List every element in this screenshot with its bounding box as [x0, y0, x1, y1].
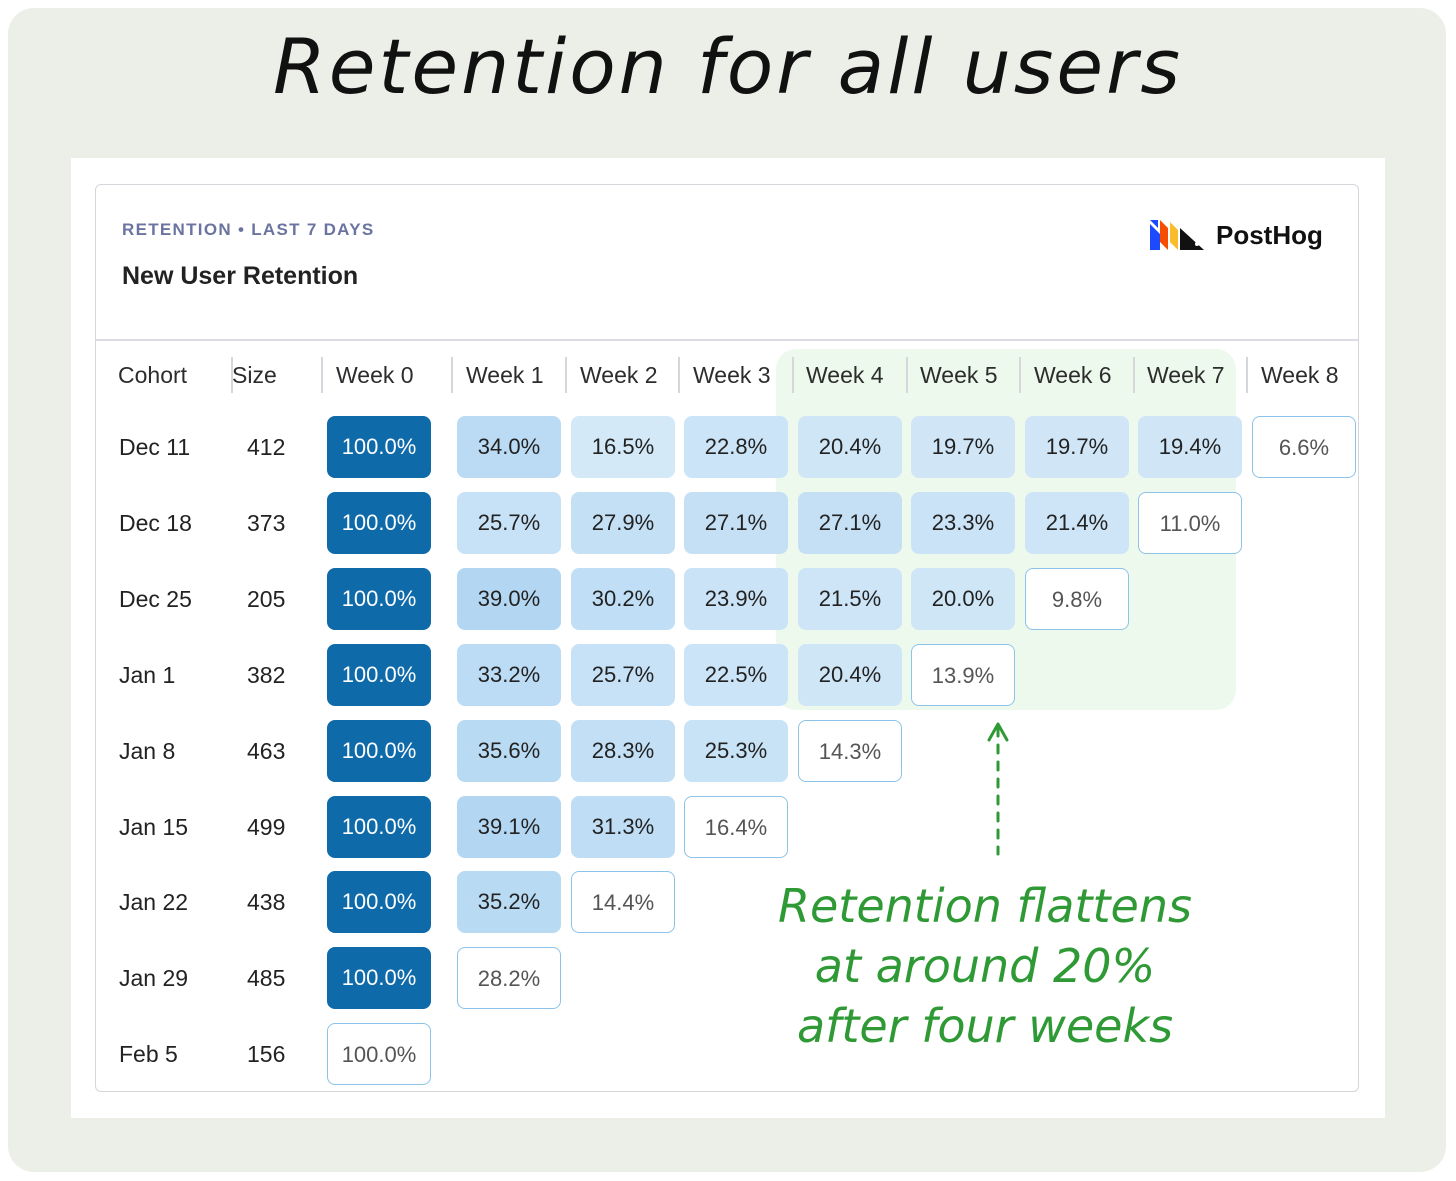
retention-cell: 22.8%	[684, 416, 788, 478]
retention-cell: 35.2%	[457, 871, 561, 933]
posthog-logo-icon	[1150, 220, 1204, 250]
retention-cell: 100.0%	[327, 492, 431, 554]
retention-cell: 19.7%	[911, 416, 1015, 478]
retention-cell: 100.0%	[327, 947, 431, 1009]
cohort-size: 438	[247, 889, 286, 915]
retention-cell: 39.0%	[457, 568, 561, 630]
cohort-size: 412	[247, 434, 286, 460]
retention-cell: 100.0%	[327, 1023, 431, 1085]
retention-cell: 27.1%	[684, 492, 788, 554]
cohort-label: Jan 15	[119, 814, 189, 840]
card-subtitle: RETENTION • LAST 7 DAYS	[122, 220, 375, 239]
cohort-size: 382	[247, 662, 286, 688]
cohort-label: Jan 8	[119, 738, 176, 764]
retention-cell: 9.8%	[1025, 568, 1129, 630]
header-divider	[96, 339, 1358, 341]
column-separator	[231, 357, 233, 393]
column-separator	[792, 357, 794, 393]
column-header: Week 2	[580, 362, 658, 388]
retention-cell: 19.4%	[1138, 416, 1242, 478]
retention-cell: 100.0%	[327, 416, 431, 478]
retention-cell: 13.9%	[911, 644, 1015, 706]
retention-cell: 35.6%	[457, 720, 561, 782]
retention-cell: 19.7%	[1025, 416, 1129, 478]
retention-cell: 30.2%	[571, 568, 675, 630]
retention-cell: 16.4%	[684, 796, 788, 858]
column-header: Cohort	[118, 362, 188, 388]
retention-cell: 14.4%	[571, 871, 675, 933]
annotation-line: after four weeks	[796, 999, 1174, 1053]
cohort-label: Jan 29	[119, 965, 189, 991]
retention-cell: 28.2%	[457, 947, 561, 1009]
annotation-text: Retention flattens at around 20% after f…	[740, 876, 1230, 1056]
retention-cell: 100.0%	[327, 644, 431, 706]
column-separator	[678, 357, 680, 393]
retention-cell: 20.0%	[911, 568, 1015, 630]
retention-cell: 27.9%	[571, 492, 675, 554]
cohort-label: Jan 1	[119, 662, 176, 688]
retention-cell: 39.1%	[457, 796, 561, 858]
cohort-size: 499	[247, 814, 286, 840]
column-separator	[906, 357, 908, 393]
retention-cell: 23.3%	[911, 492, 1015, 554]
retention-cell: 27.1%	[798, 492, 902, 554]
retention-cell: 33.2%	[457, 644, 561, 706]
retention-cell: 22.5%	[684, 644, 788, 706]
column-header: Week 8	[1261, 362, 1339, 388]
cohort-label: Dec 11	[119, 434, 191, 460]
retention-cell: 25.3%	[684, 720, 788, 782]
cohort-label: Dec 25	[119, 586, 192, 612]
retention-cell: 16.5%	[571, 416, 675, 478]
column-separator	[321, 357, 323, 393]
column-header: Week 1	[466, 362, 544, 388]
column-header: Size	[232, 362, 277, 388]
column-separator	[1133, 357, 1135, 393]
cohort-size: 485	[247, 965, 286, 991]
cohort-size: 463	[247, 738, 286, 764]
cohort-size: 205	[247, 586, 286, 612]
retention-cell: 14.3%	[798, 720, 902, 782]
retention-cell: 11.0%	[1138, 492, 1242, 554]
annotation-arrow-icon	[987, 722, 1009, 856]
retention-cell: 25.7%	[457, 492, 561, 554]
retention-cell: 34.0%	[457, 416, 561, 478]
brand-logo: PostHog	[1150, 218, 1323, 252]
annotation-line: at around 20%	[814, 939, 1156, 993]
cohort-label: Jan 22	[119, 889, 189, 915]
column-separator	[565, 357, 567, 393]
brand-name: PostHog	[1216, 219, 1323, 250]
column-separator	[451, 357, 453, 393]
retention-card	[95, 184, 1359, 1092]
retention-cell: 21.4%	[1025, 492, 1129, 554]
retention-cell: 20.4%	[798, 416, 902, 478]
column-header: Week 0	[336, 362, 414, 388]
card-title: New User Retention	[122, 262, 359, 290]
retention-cell: 21.5%	[798, 568, 902, 630]
page-title: Retention for all users	[272, 22, 1183, 111]
column-separator	[1019, 357, 1021, 393]
annotation-line: Retention flattens	[778, 879, 1192, 933]
retention-cell: 25.7%	[571, 644, 675, 706]
retention-cell: 28.3%	[571, 720, 675, 782]
column-header: Week 3	[693, 362, 771, 388]
retention-cell: 6.6%	[1252, 416, 1356, 478]
retention-cell: 100.0%	[327, 871, 431, 933]
retention-cell: 100.0%	[327, 720, 431, 782]
column-header: Week 7	[1147, 362, 1225, 388]
retention-cell: 100.0%	[327, 568, 431, 630]
column-header: Week 4	[806, 362, 884, 388]
retention-cell: 31.3%	[571, 796, 675, 858]
column-header: Week 5	[920, 362, 998, 388]
column-header: Week 6	[1034, 362, 1112, 388]
retention-cell: 100.0%	[327, 796, 431, 858]
retention-cell: 23.9%	[684, 568, 788, 630]
cohort-label: Feb 5	[119, 1041, 178, 1067]
cohort-label: Dec 18	[119, 510, 192, 536]
retention-cell: 20.4%	[798, 644, 902, 706]
column-separator	[1246, 357, 1248, 393]
cohort-size: 373	[247, 510, 286, 536]
cohort-size: 156	[247, 1041, 286, 1067]
